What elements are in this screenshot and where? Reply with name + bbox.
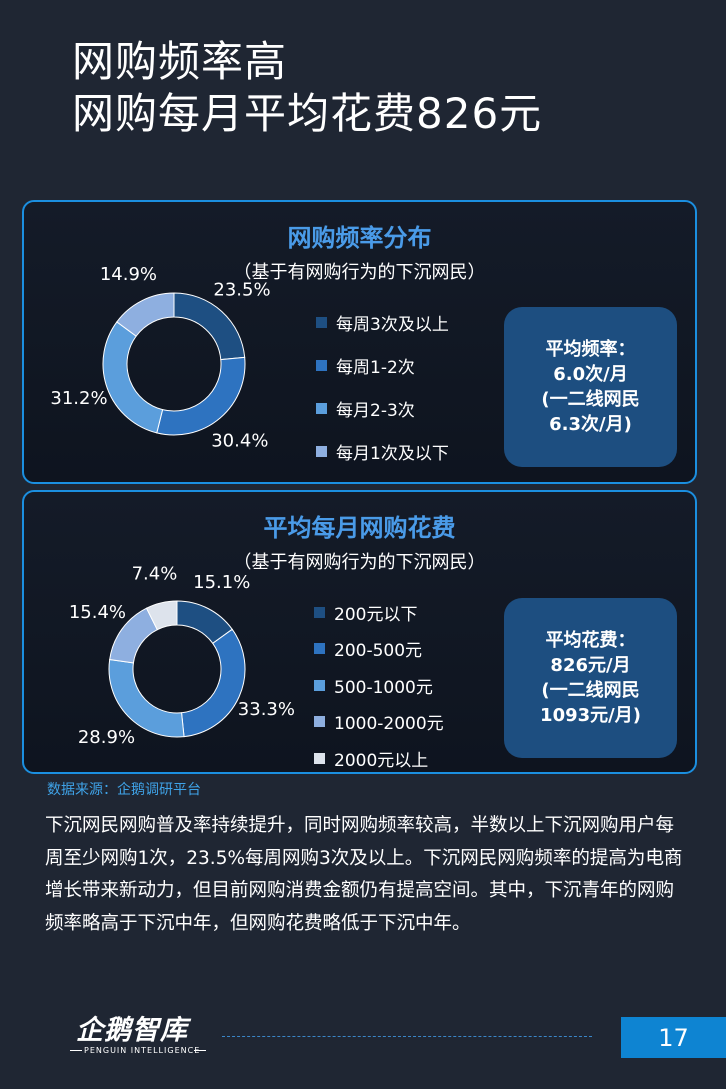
- spending-donut-chart: 15.1% 33.3% 28.9% 15.4% 7.4%: [69, 564, 295, 748]
- chart-subtitle: （基于有网购行为的下沉网民）: [233, 552, 486, 573]
- legend-item: 每月2-3次: [316, 387, 449, 430]
- legend-swatch: [314, 679, 325, 691]
- legend-item: 2000元以上: [314, 740, 444, 772]
- legend-swatch: [316, 360, 327, 371]
- logo-divider: [194, 1050, 206, 1051]
- stat-value: 826元/月: [550, 655, 631, 676]
- slice-percent-label: 23.5%: [213, 279, 270, 300]
- legend-label: 1000-2000元: [334, 714, 444, 735]
- legend-label: 2000元以上: [334, 750, 429, 771]
- legend-item: 每周1-2次: [316, 344, 449, 387]
- stat-compare-value: 6.3次/月): [549, 414, 632, 435]
- legend-label: 每月2-3次: [336, 401, 415, 421]
- donut-slice: [108, 658, 185, 738]
- legend-label: 500-1000元: [334, 677, 433, 698]
- legend-swatch: [314, 716, 325, 728]
- legend-swatch: [316, 446, 327, 457]
- slice-percent-label: 31.2%: [50, 388, 107, 409]
- legend-swatch: [314, 643, 325, 655]
- spending-legend: 200元以下 200-500元 500-1000元 1000-2000元 2000元以上: [314, 594, 444, 772]
- donut-slice: [181, 628, 246, 738]
- stat-label: 平均频率：: [545, 339, 636, 360]
- legend-item: 200元以下: [314, 594, 444, 631]
- page-number: 17: [621, 1017, 726, 1058]
- slice-percent-label: 14.9%: [100, 264, 157, 285]
- title-line-2: 网购每月平均花费826元: [72, 89, 543, 138]
- chart-subtitle: （基于有网购行为的下沉网民）: [233, 262, 486, 283]
- donut-slice: [102, 321, 164, 434]
- legend-label: 200元以下: [334, 604, 418, 625]
- legend-label: 每周1-2次: [336, 358, 415, 378]
- legend-item: 每月1次及以下: [316, 430, 449, 473]
- donut-slice: [173, 292, 246, 361]
- stat-value: 6.0次/月: [553, 364, 628, 385]
- stat-compare-value: 1093元/月): [540, 705, 641, 726]
- stat-label: 平均花费：: [545, 630, 636, 651]
- stat-compare-label: (一二线网民: [541, 680, 640, 701]
- legend-swatch: [314, 752, 325, 764]
- slice-percent-label: 7.4%: [132, 564, 178, 585]
- penguin-logo: 企鹅智库 PENGUIN INTELLIGENCE: [70, 1008, 210, 1064]
- chart-title: 网购频率分布: [287, 224, 432, 252]
- legend-swatch: [314, 606, 325, 618]
- logo-english: PENGUIN INTELLIGENCE: [84, 1046, 201, 1055]
- slice-percent-label: 15.4%: [69, 602, 126, 623]
- donut-slice: [116, 292, 175, 337]
- legend-label: 每周3次及以上: [336, 315, 449, 335]
- frequency-legend: 每周3次及以上 每周1-2次 每月2-3次每月1次及以下: [316, 301, 449, 473]
- logo-divider: [70, 1050, 82, 1051]
- legend-item: 200-500元: [314, 631, 444, 668]
- legend-swatch: [316, 403, 327, 414]
- slice-percent-label: 30.4%: [211, 431, 268, 452]
- legend-label: 200-500元: [334, 641, 423, 662]
- slice-percent-label: 33.3%: [238, 699, 295, 720]
- slice-percent-label: 28.9%: [78, 727, 135, 748]
- legend-item: 每周3次及以上: [316, 301, 449, 344]
- data-source: 数据来源：企鹅调研平台: [47, 782, 201, 798]
- legend-label: 每月1次及以下: [336, 444, 449, 464]
- legend-item: 1000-2000元: [314, 704, 444, 741]
- average-frequency-box: 平均频率： 6.0次/月 (一二线网民 6.3次/月): [504, 307, 677, 467]
- title-line-1: 网购频率高: [72, 37, 288, 86]
- legend-item: 500-1000元: [314, 667, 444, 704]
- footer-divider: [222, 1036, 592, 1037]
- donut-slice: [156, 356, 246, 436]
- chart-title: 平均每月网购花费: [263, 514, 456, 542]
- legend-swatch: [316, 317, 327, 328]
- frequency-donut-chart: 23.5% 30.4% 31.2% 14.9%: [50, 264, 270, 452]
- donut-slice: [145, 600, 178, 631]
- logo-chinese: 企鹅智库: [76, 1015, 188, 1046]
- page-title: 网购频率高 网购每月平均花费826元: [72, 36, 542, 140]
- slice-percent-label: 15.1%: [193, 572, 250, 593]
- frequency-panel: 网购频率分布 （基于有网购行为的下沉网民） 23.5% 30.4% 31.2% 14.…: [22, 200, 697, 484]
- body-paragraph: 下沉网民网购普及率持续提升，同时网购频率较高，半数以上下沉网购用户每周至少网购1…: [45, 815, 683, 934]
- average-spending-box: 平均花费： 826元/月 (一二线网民 1093元/月): [504, 598, 677, 758]
- stat-compare-label: (一二线网民: [541, 389, 640, 410]
- spending-panel: 平均每月网购花费 （基于有网购行为的下沉网民） 15.1% 33.3% 28.9% 1…: [22, 490, 697, 774]
